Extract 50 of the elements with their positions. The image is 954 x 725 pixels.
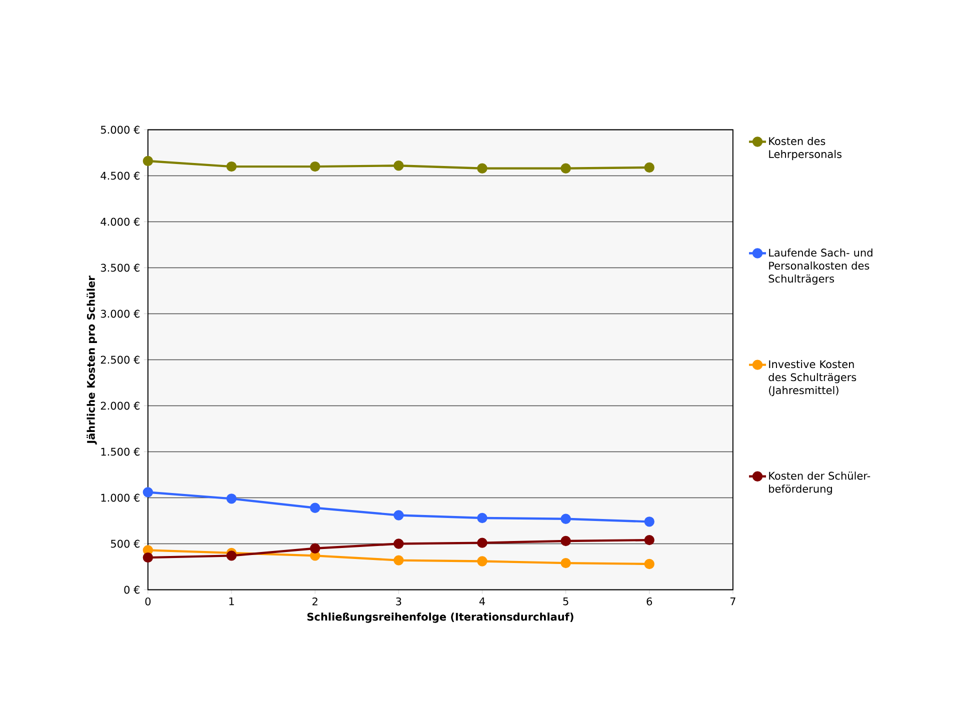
x-tick-label: 6 <box>646 597 652 606</box>
point <box>560 514 571 524</box>
point <box>394 160 404 171</box>
y-axis-title: Jährliche Kosten pro Schüler <box>86 276 97 444</box>
point <box>477 556 488 566</box>
legend-label: Laufende Sach- und Personalkosten des Schulträgers <box>768 248 872 285</box>
point <box>226 494 237 504</box>
point <box>394 555 404 566</box>
point <box>477 512 488 524</box>
point <box>560 163 571 174</box>
y-tick-label: 5.000 € <box>100 126 140 134</box>
y-tick-label: 500 € <box>110 540 140 548</box>
point <box>644 516 654 527</box>
x-tick-label: 3 <box>396 597 402 606</box>
y-tick-label: 1.500 € <box>101 448 140 456</box>
y-tick-label: 3.000 € <box>100 310 140 318</box>
y-tick-label: 3.500 € <box>100 264 140 272</box>
point <box>310 543 320 554</box>
point <box>644 162 654 173</box>
legend-label: Investive Kosten des Schulträgers (Jahresmittel) <box>768 360 856 396</box>
x-tick-label: 1 <box>229 597 234 606</box>
point <box>142 156 154 166</box>
point <box>644 534 654 546</box>
point <box>644 558 654 570</box>
x-axis-title: Schließungsreihenfolge (Iterationsdurchlauf) <box>307 612 574 623</box>
point <box>142 487 154 498</box>
y-tick-label: 1.000 € <box>101 494 140 502</box>
point <box>477 163 488 174</box>
x-tick-label: 4 <box>479 597 485 606</box>
legend-label: Kosten des Lehrpersonals <box>769 136 842 160</box>
point <box>477 538 488 548</box>
x-tick-label: 7 <box>730 597 736 606</box>
y-tick-label: 2.000 € <box>100 402 140 410</box>
point <box>560 558 571 568</box>
x-tick-label: 2 <box>312 597 318 606</box>
point <box>560 536 571 546</box>
y-tick-label: 4.500 € <box>100 172 140 180</box>
x-tick-label: 0 <box>145 597 151 606</box>
point <box>226 550 237 561</box>
point <box>310 161 320 172</box>
legend-label: Kosten der Schüler-beförderung <box>769 472 870 495</box>
point <box>226 161 237 172</box>
y-tick-label: 4.000 € <box>100 218 140 226</box>
point <box>394 538 404 549</box>
point <box>310 502 320 513</box>
point <box>394 510 404 520</box>
y-tick-label: 0 € <box>124 586 140 594</box>
x-tick-label: 5 <box>563 597 568 606</box>
y-tick-label: 2.500 € <box>100 356 140 364</box>
point <box>142 552 154 563</box>
